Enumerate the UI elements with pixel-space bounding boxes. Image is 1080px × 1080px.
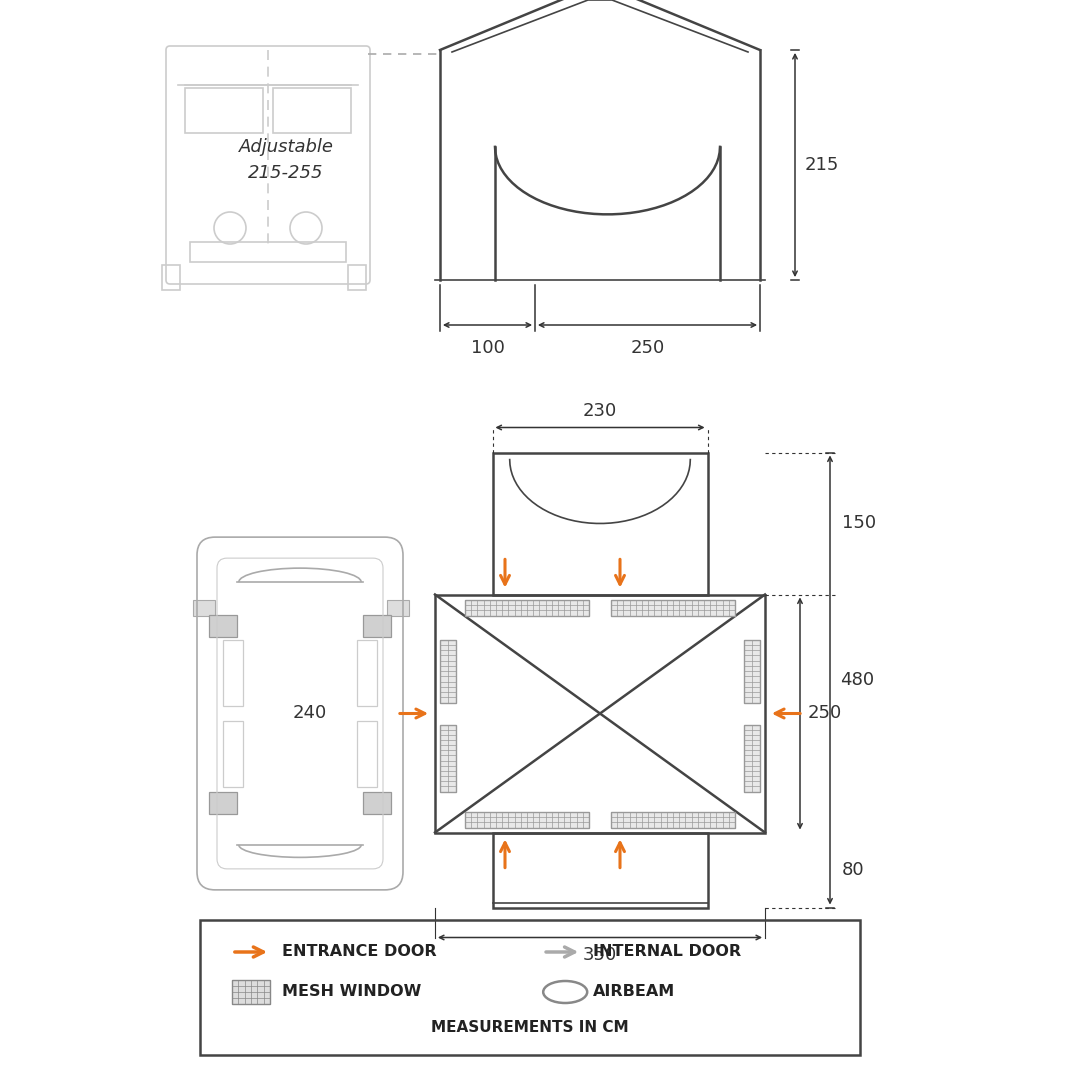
Bar [357,640,377,706]
Bar [210,616,237,637]
Text: MESH WINDOW: MESH WINDOW [282,985,421,999]
Bar [185,87,264,133]
Text: 250: 250 [808,704,842,723]
Bar [387,600,409,616]
Text: 230: 230 [583,402,617,419]
Text: 240: 240 [293,704,327,723]
Bar [200,920,860,1055]
Bar [193,600,215,616]
Text: 150: 150 [842,514,876,532]
Bar [492,833,707,907]
Text: 100: 100 [471,339,504,357]
Bar [440,725,456,792]
Bar [465,811,589,827]
Bar [222,720,243,787]
Bar [744,639,760,702]
Bar [440,639,456,702]
Text: 215-255: 215-255 [248,164,324,183]
Text: 480: 480 [840,671,874,689]
Text: Adjustable: Adjustable [239,138,334,156]
Bar [348,265,366,291]
Bar [492,453,707,594]
Bar [611,599,735,616]
Bar [435,594,765,833]
Bar [210,792,237,814]
Text: 80: 80 [842,861,865,879]
Bar [465,599,589,616]
Bar [162,265,180,291]
Bar [222,640,243,706]
Text: ENTRANCE DOOR: ENTRANCE DOOR [282,945,436,959]
Text: 250: 250 [631,339,664,357]
Bar [232,980,270,1004]
Text: INTERNAL DOOR: INTERNAL DOOR [593,945,741,959]
Bar [363,616,391,637]
Text: 215: 215 [805,156,839,174]
Text: 350: 350 [583,945,617,963]
Bar [357,720,377,787]
Bar [611,811,735,827]
Text: MEASUREMENTS IN CM: MEASUREMENTS IN CM [431,1021,629,1036]
Bar [744,725,760,792]
Bar [363,792,391,814]
Bar [190,242,346,262]
Text: AIRBEAM: AIRBEAM [593,985,675,999]
Bar [273,87,351,133]
